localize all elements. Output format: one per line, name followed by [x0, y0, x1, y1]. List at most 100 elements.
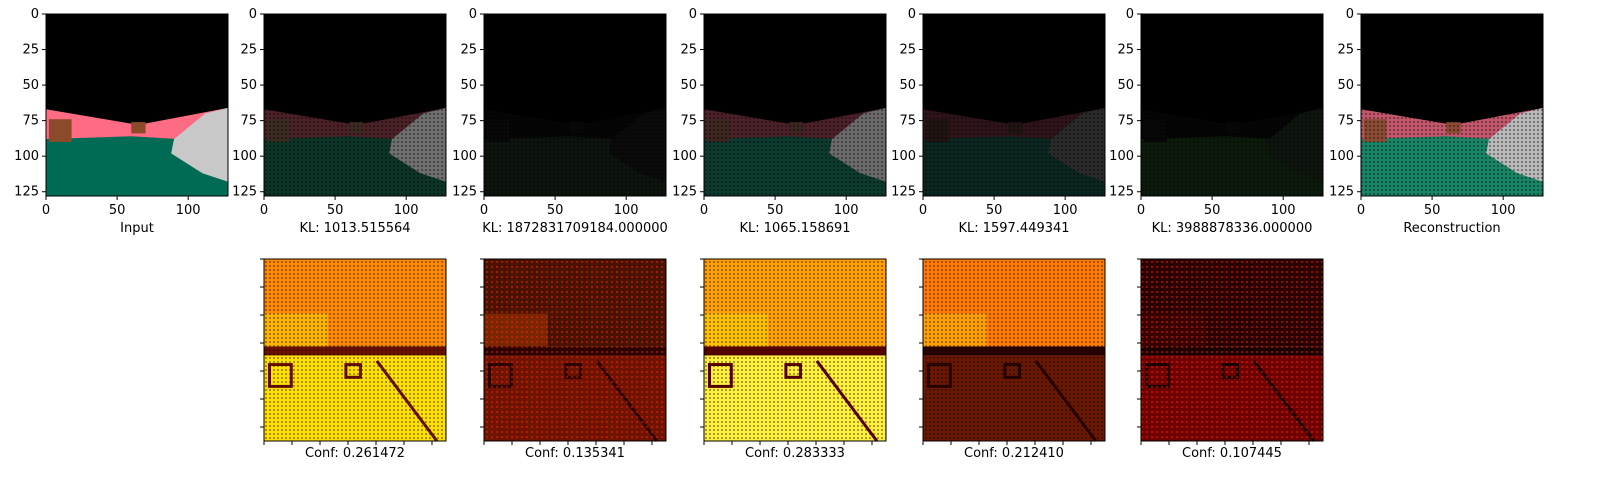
heat-texture [704, 259, 886, 441]
axes-frame [263, 13, 447, 197]
y-tick-label: 25 [240, 43, 257, 58]
y-tick-label: 75 [22, 114, 39, 129]
x-axis-label: Conf: 0.107445 [1182, 446, 1282, 461]
x-axis-label: Conf: 0.261472 [305, 446, 405, 461]
x-tick-label: 100 [1271, 203, 1296, 218]
x-tick-label: 0 [480, 203, 488, 218]
y-tick-label: 100 [891, 149, 916, 164]
object-center [131, 122, 146, 134]
x-tick-label: 50 [1204, 203, 1221, 218]
x-tick-label: 100 [394, 203, 419, 218]
x-tick-label: 100 [176, 203, 201, 218]
x-tick-label: 50 [109, 203, 126, 218]
y-tick-label: 50 [22, 78, 39, 93]
texture-overlay [1361, 105, 1543, 196]
y-tick-label: 125 [1329, 185, 1354, 200]
y-tick-label: 0 [908, 7, 916, 22]
y-tick-label: 125 [232, 185, 257, 200]
y-tick-label: 0 [689, 7, 697, 22]
y-tick-label: 100 [232, 149, 257, 164]
axes-frame [703, 13, 887, 197]
y-tick-label: 100 [1329, 149, 1354, 164]
axes-frame [483, 13, 667, 197]
y-tick-label: 50 [460, 78, 477, 93]
x-tick-label: 0 [700, 203, 708, 218]
subplot-confidence-4: Conf: 0.212410 [919, 258, 1106, 461]
x-axis-label: KL: 1597.449341 [958, 221, 1069, 236]
y-tick-label: 75 [680, 114, 697, 129]
x-tick-label: 0 [260, 203, 268, 218]
y-tick-label: 75 [1337, 114, 1354, 129]
object-left [48, 119, 72, 142]
y-tick-label: 25 [1337, 43, 1354, 58]
y-tick-label: 100 [1109, 149, 1134, 164]
y-tick-label: 125 [1109, 185, 1134, 200]
texture-overlay [923, 105, 1105, 196]
y-tick-label: 125 [452, 185, 477, 200]
heat-frame [703, 258, 887, 442]
x-axis-label: KL: 3988878336.000000 [1152, 221, 1313, 236]
x-axis-label: Input [120, 221, 154, 236]
x-tick-label: 100 [834, 203, 859, 218]
texture-overlay [484, 105, 666, 196]
heat-frame [263, 258, 447, 442]
x-tick-label: 50 [986, 203, 1003, 218]
subplot-confidence-5: Conf: 0.107445 [1137, 258, 1324, 461]
y-tick-label: 75 [240, 114, 257, 129]
heat-texture [923, 259, 1105, 441]
y-tick-label: 25 [1117, 43, 1134, 58]
heat-frame [483, 258, 667, 442]
x-tick-label: 50 [327, 203, 344, 218]
texture-overlay [1141, 105, 1323, 196]
x-tick-label: 0 [919, 203, 927, 218]
x-axis-label: Conf: 0.283333 [745, 446, 845, 461]
x-axis-label: Reconstruction [1403, 221, 1500, 236]
axes-frame [1140, 13, 1324, 197]
y-tick-label: 0 [1126, 7, 1134, 22]
x-axis-label: KL: 1065.158691 [739, 221, 850, 236]
heat-texture [1141, 259, 1323, 441]
y-tick-label: 100 [14, 149, 39, 164]
heat-texture [264, 259, 446, 441]
y-tick-label: 75 [1117, 114, 1134, 129]
y-tick-label: 50 [1337, 78, 1354, 93]
car-region [171, 107, 228, 182]
y-tick-label: 125 [14, 185, 39, 200]
x-tick-label: 0 [42, 203, 50, 218]
y-tick-label: 50 [899, 78, 916, 93]
x-tick-label: 0 [1137, 203, 1145, 218]
x-tick-label: 100 [614, 203, 639, 218]
y-tick-label: 25 [899, 43, 916, 58]
y-tick-label: 25 [22, 43, 39, 58]
y-tick-label: 25 [460, 43, 477, 58]
x-axis-label: KL: 1013.515564 [299, 221, 410, 236]
y-tick-label: 0 [469, 7, 477, 22]
subplot-confidence-3: Conf: 0.283333 [700, 258, 887, 461]
heat-frame [922, 258, 1106, 442]
axes-frame [45, 13, 229, 197]
y-tick-label: 100 [672, 149, 697, 164]
axes-frame [1360, 13, 1544, 197]
heat-frame [1140, 258, 1324, 442]
texture-overlay [704, 105, 886, 196]
x-axis-label: Conf: 0.135341 [525, 446, 625, 461]
x-tick-label: 50 [547, 203, 564, 218]
y-tick-label: 125 [891, 185, 916, 200]
axes-frame [922, 13, 1106, 197]
subplot-confidence-2: Conf: 0.135341 [480, 258, 667, 461]
y-tick-label: 75 [899, 114, 916, 129]
y-tick-label: 50 [1117, 78, 1134, 93]
x-tick-label: 50 [767, 203, 784, 218]
subplot-confidence-1: Conf: 0.261472 [260, 258, 447, 461]
texture-overlay [264, 105, 446, 196]
x-tick-label: 50 [1424, 203, 1441, 218]
x-tick-label: 100 [1053, 203, 1078, 218]
